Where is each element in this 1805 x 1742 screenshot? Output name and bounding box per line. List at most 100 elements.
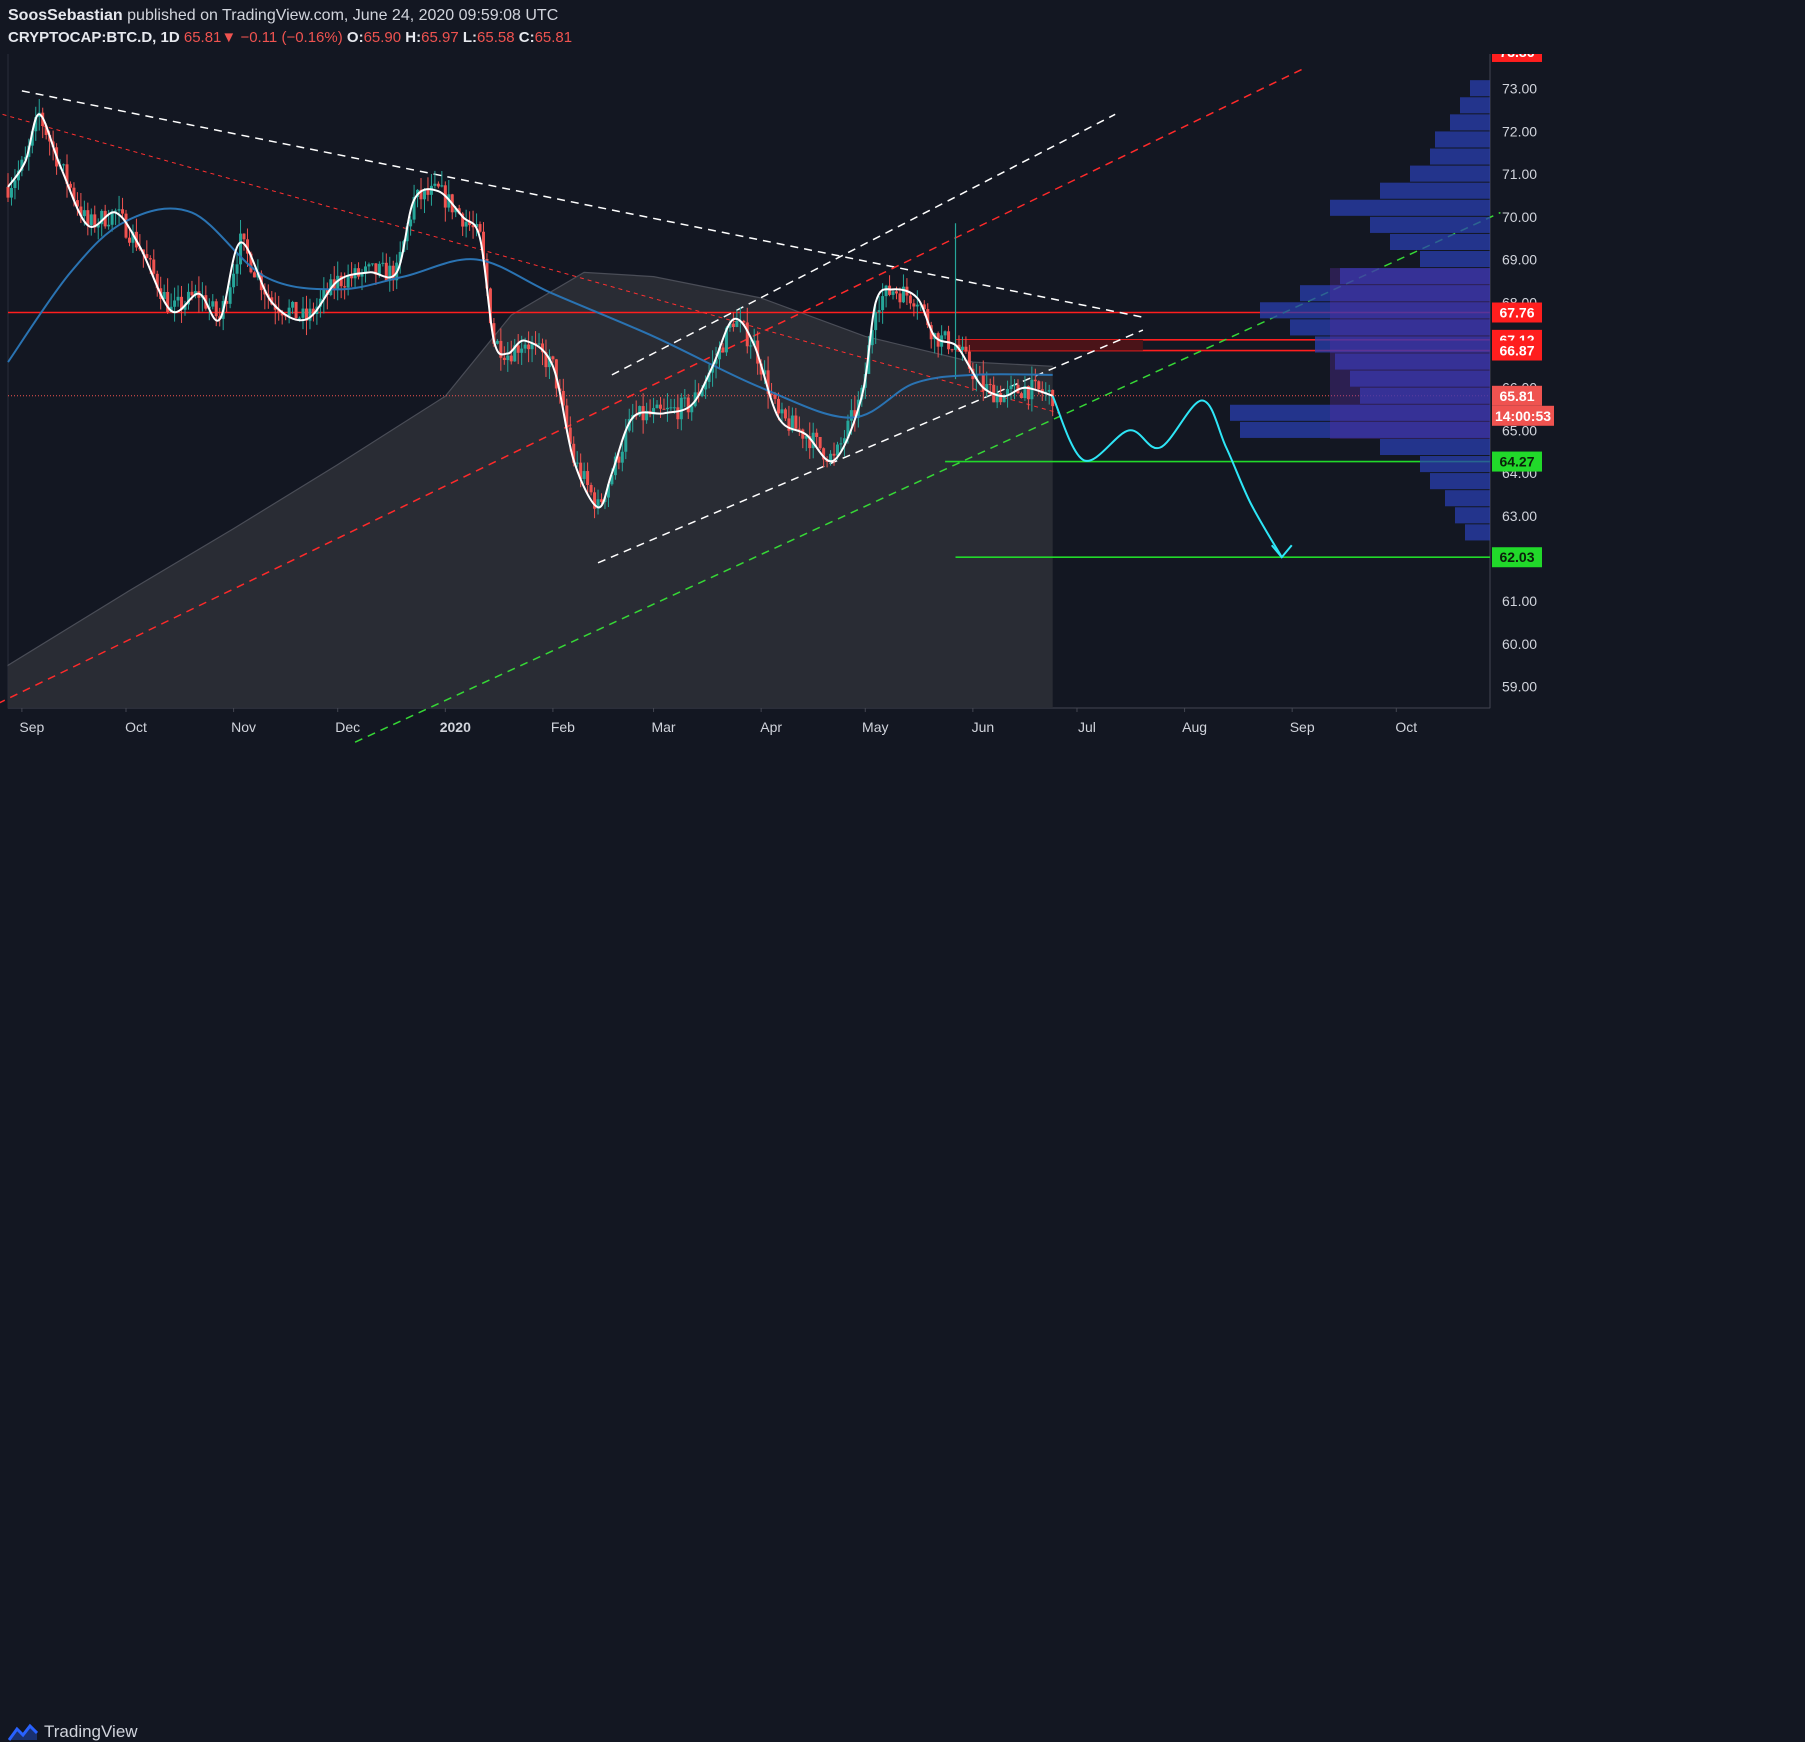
candle-body (93, 214, 97, 228)
candle-body (735, 320, 739, 328)
candle-body (1037, 381, 1041, 390)
candle-body (422, 189, 426, 200)
candle-body (294, 301, 298, 319)
candle-body (582, 471, 586, 479)
price-tag-label: 62.03 (1499, 549, 1534, 565)
candle-body (162, 291, 166, 300)
candle-body (846, 420, 850, 439)
candle-body (232, 273, 236, 288)
candle-body (624, 430, 628, 452)
projection-arrow-icon (1270, 544, 1293, 559)
chart-footer: TradingView (0, 856, 1805, 1741)
candle-body (804, 436, 808, 439)
candle-body (225, 301, 229, 304)
candle-body (242, 233, 246, 240)
candle-body (704, 381, 708, 390)
candle-body (370, 263, 374, 265)
publish-date: published on TradingView.com, June 24, 2… (127, 7, 559, 24)
candle-body (44, 125, 48, 136)
y-tick-label: 69.00 (1502, 252, 1537, 268)
candle-body (912, 303, 916, 307)
volume-profile-bar (1340, 268, 1490, 285)
candle-body (721, 347, 725, 353)
brand-name: TradingView (44, 1722, 138, 1741)
candle-body (173, 300, 177, 307)
candle-body (908, 295, 912, 304)
low-value: 65.58 (477, 29, 515, 46)
candle-body (891, 291, 895, 295)
candle-body (117, 209, 121, 211)
y-tick-label: 59.00 (1502, 679, 1537, 695)
candle-body (343, 286, 347, 288)
candle-body (679, 397, 683, 420)
candle-body (849, 410, 853, 421)
close-label: C: (518, 29, 535, 46)
tradingview-brand[interactable]: TradingView (8, 1722, 138, 1742)
candle-body (655, 404, 659, 409)
candle-body (381, 262, 385, 264)
candle-body (62, 164, 66, 166)
candle-body (485, 258, 489, 289)
ema-line (7, 207, 1053, 419)
candle-body (610, 475, 614, 485)
candle-body (235, 264, 239, 274)
ohlc-legend: CRYPTOCAP:BTC.D, 1D 65.81▼ −0.11 (−0.16%… (8, 29, 572, 46)
price-tag (1492, 451, 1542, 472)
candle-body (298, 317, 302, 319)
volume-profile-bar (1300, 285, 1490, 302)
candle-body (492, 323, 496, 344)
volume-profile-bar (1420, 456, 1490, 473)
price-tag (1492, 385, 1542, 406)
chart-area[interactable]: 59.0060.0061.0062.0063.0064.0065.0066.00… (0, 11, 1805, 854)
candle-body (565, 405, 569, 428)
price-tag-label: 66.87 (1499, 343, 1534, 359)
candle-body (620, 451, 624, 463)
candle-body (186, 291, 190, 305)
x-tick-label: Mar (651, 719, 675, 735)
candle-body (818, 436, 822, 449)
candle-body (759, 363, 763, 375)
candle-body (30, 131, 34, 146)
candle-body (874, 312, 878, 331)
volume-profile-bar (1330, 199, 1490, 216)
candle-body (794, 415, 798, 429)
candle-body (252, 272, 256, 278)
volume-profile-bar (1290, 319, 1490, 336)
candle-body (530, 343, 534, 350)
candle-body (1026, 386, 1030, 400)
candle-body (829, 453, 833, 463)
author-name[interactable]: SoosSebastian (8, 7, 123, 24)
volume-profile-bar (1230, 404, 1490, 421)
candle-body (981, 374, 985, 392)
volume-profile-bar (1430, 148, 1490, 165)
candle-body (304, 308, 308, 321)
candle-body (148, 258, 152, 260)
chart-header: SoosSebastian published on TradingView.c… (0, 0, 1805, 54)
candle-body (964, 346, 968, 352)
candle-body (23, 156, 27, 160)
candle-body (1006, 389, 1010, 396)
price-chart[interactable]: 59.0060.0061.0062.0063.0064.0065.0066.00… (0, 11, 1805, 854)
candle-body (665, 407, 669, 410)
candle-body (131, 231, 135, 243)
candle-body (773, 394, 777, 399)
candle-body (537, 343, 541, 345)
symbol-label[interactable]: CRYPTOCAP:BTC.D, 1D (8, 29, 180, 46)
candle-body (68, 183, 72, 188)
candle-body (124, 213, 128, 238)
candle-body (881, 296, 885, 311)
candle-body (277, 309, 281, 314)
x-tick-label: Apr (760, 719, 782, 735)
candle-body (658, 404, 662, 409)
volume-profile-bar (1465, 524, 1490, 541)
trendline (0, 113, 1060, 414)
candle-body (652, 408, 656, 415)
candle-body (110, 211, 114, 225)
x-tick-label: Sep (1290, 719, 1315, 735)
candle-body (669, 407, 673, 409)
candle-body (707, 372, 711, 382)
open-label: O: (346, 29, 364, 46)
candle-body (561, 390, 565, 406)
candle-body (357, 268, 361, 277)
candle-body (988, 384, 992, 386)
